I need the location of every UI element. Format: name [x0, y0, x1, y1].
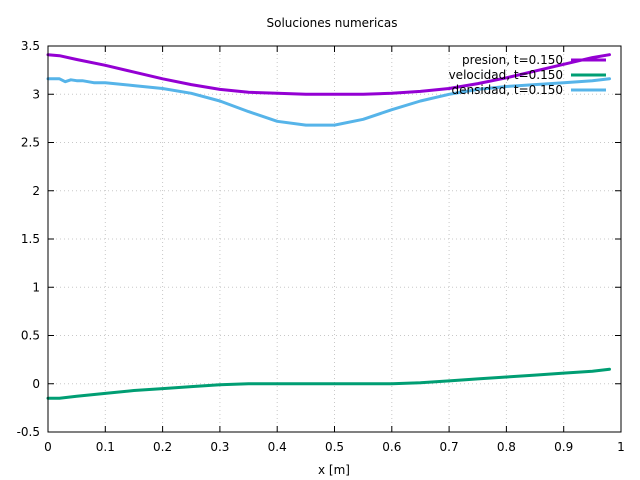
series-layer	[46, 53, 611, 400]
x-tick-label: 0.5	[325, 440, 344, 454]
chart-title: Soluciones numericas	[267, 16, 398, 30]
grid	[48, 46, 621, 432]
y-tick-label: 3	[32, 87, 40, 101]
x-tick-label: 0.7	[440, 440, 459, 454]
y-tick-label: -0.5	[17, 425, 40, 439]
y-tick-label: 0	[32, 377, 40, 391]
series-line-2	[46, 77, 611, 127]
x-tick-label: 0.4	[268, 440, 287, 454]
x-tick-label: 0.3	[210, 440, 229, 454]
y-tick-label: 2	[32, 184, 40, 198]
x-tick-label: 0.9	[554, 440, 573, 454]
x-tick-label: 0	[44, 440, 52, 454]
x-tick-label: 0.8	[497, 440, 516, 454]
x-axis-label: x [m]	[318, 463, 350, 477]
legend-label-1: velocidad, t=0.150	[449, 68, 563, 82]
series-line-0	[46, 53, 611, 96]
x-tick-label: 0.1	[96, 440, 115, 454]
y-tick-label: 1	[32, 280, 40, 294]
y-tick-label: 3.5	[21, 39, 40, 53]
y-tick-label: 0.5	[21, 329, 40, 343]
x-tick-label: 0.2	[153, 440, 172, 454]
x-tick-label: 1	[617, 440, 625, 454]
ticks	[47, 45, 622, 433]
x-tick-label: 0.6	[382, 440, 401, 454]
y-tick-label: 2.5	[21, 136, 40, 150]
series-line-1	[46, 367, 611, 400]
legend-label-0: presion, t=0.150	[462, 53, 563, 67]
x-tick-labels: 0 0.1 0.2 0.3 0.4 0.5 0.6 0.7 0.8 0.9 1	[44, 440, 625, 454]
legend-label-2: densidad, t=0.150	[451, 83, 563, 97]
y-tick-labels: -0.5 0 0.5 1 1.5 2 2.5 3 3.5	[17, 39, 40, 439]
y-tick-label: 1.5	[21, 232, 40, 246]
